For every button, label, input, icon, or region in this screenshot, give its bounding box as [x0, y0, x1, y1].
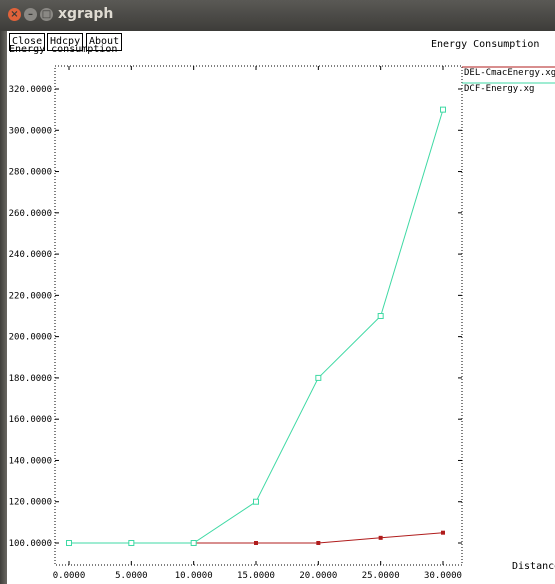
y-tick-label: 220.0000 [9, 291, 52, 301]
data-point [66, 540, 72, 546]
data-point [128, 540, 135, 546]
window-left-border [0, 31, 7, 584]
plot-area-frame [54, 65, 463, 566]
maximize-window-icon[interactable]: □ [40, 8, 53, 21]
window-title: xgraph [58, 6, 114, 22]
y-tick-label: 320.0000 [9, 85, 52, 95]
data-point [316, 541, 321, 545]
close-window-icon[interactable]: × [8, 8, 21, 21]
data-point [440, 106, 446, 113]
x-tick-label: 20.0000 [299, 571, 337, 581]
minimize-window-icon[interactable]: – [24, 8, 37, 21]
y-tick-label: 100.0000 [9, 539, 52, 549]
y-tick-label: 160.0000 [9, 415, 52, 425]
series-line-2 [69, 109, 444, 544]
data-point [190, 540, 197, 546]
y-axis: 100.0000 120.0000 140.0000 160.0000 180.0000… [9, 85, 462, 549]
about-button[interactable]: About [86, 33, 123, 51]
legend: DEL-CmacEnergy.xg DCF-Energy.xg [462, 66, 555, 94]
y-tick-label: 180.0000 [9, 374, 52, 384]
y-tick-label: 140.0000 [9, 456, 52, 466]
data-point [378, 535, 383, 540]
legend-label-2: DCF-Energy.xg [464, 84, 534, 94]
series-layer [66, 106, 446, 546]
hdcpy-button[interactable]: Hdcpy [47, 33, 84, 51]
y-tick-label: 300.0000 [9, 126, 52, 136]
close-button[interactable]: Close [9, 33, 46, 51]
y-tick-label: 280.0000 [9, 168, 52, 178]
y-tick-label: 240.0000 [9, 250, 52, 260]
data-point [253, 498, 259, 505]
y-tick-label: 200.0000 [9, 333, 52, 343]
x-axis: 0.0000 5.0000 10.0000 15.0000 20.0000 25.0000… [53, 66, 462, 581]
x-tick-label: 0.0000 [53, 571, 86, 581]
x-tick-label: 5.0000 [115, 571, 148, 581]
x-axis-label: Distance [512, 561, 555, 572]
y-tick-label: 260.0000 [9, 209, 52, 219]
data-point [254, 541, 258, 545]
x-tick-label: 25.0000 [362, 571, 400, 581]
x-tick-label: 30.0000 [424, 571, 462, 581]
data-point [441, 530, 445, 535]
title-bar[interactable]: × – □ xgraph [0, 0, 555, 31]
x-tick-label: 10.0000 [175, 571, 213, 581]
x-tick-label: 15.0000 [237, 571, 275, 581]
y-tick-label: 120.0000 [9, 498, 52, 508]
data-point [315, 374, 322, 381]
y-axis-label: Energy consumption [9, 44, 118, 55]
legend-label-1: DEL-CmacEnergy.xg [464, 68, 555, 78]
chart-title: Energy Consumption [431, 39, 540, 50]
data-point [377, 313, 384, 319]
